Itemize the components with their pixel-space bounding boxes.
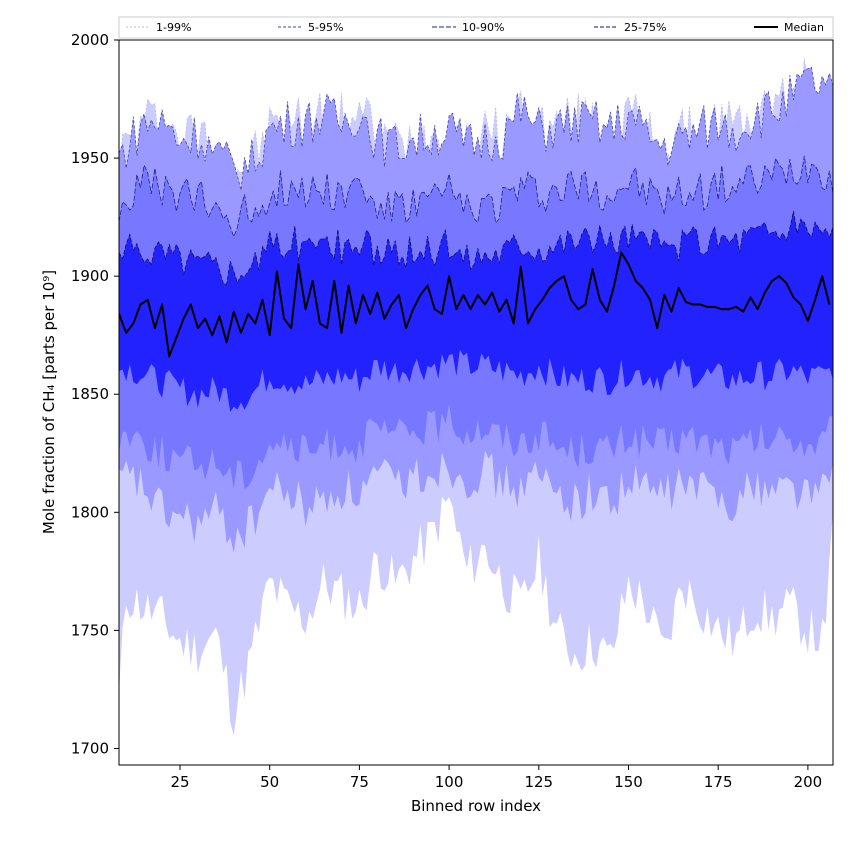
legend-label: 25-75%: [624, 21, 666, 34]
y-tick-label: 1700: [71, 739, 109, 757]
x-axis-label: Binned row index: [411, 797, 541, 815]
band-5-95%-upper-edge: [119, 66, 833, 191]
legend-frame: [118, 16, 834, 39]
x-tick-label: 75: [350, 773, 369, 791]
x-axis: 25 50 75 100 125 150 175 200: [170, 765, 822, 791]
x-tick-label: 175: [704, 773, 733, 791]
legend-label: Median: [784, 21, 824, 34]
band-25-75%-upper-edge: [119, 210, 833, 285]
band-25-75%-area: [119, 210, 833, 412]
band-10-90%-upper-edge: [119, 155, 833, 238]
x-tick-label: 100: [435, 773, 464, 791]
x-tick-label: 25: [170, 773, 189, 791]
plot-frame: [118, 39, 834, 766]
y-tick-label: 1850: [71, 385, 109, 403]
y-tick-label: 1750: [71, 621, 109, 639]
legend-label: 1-99%: [156, 21, 191, 34]
legend-label: 10-90%: [462, 21, 504, 34]
percentile-bands: [119, 58, 833, 736]
y-tick-label: 1900: [71, 267, 109, 285]
y-axis-label: Mole fraction of CH₄ [parts per 10⁹]: [40, 270, 58, 534]
x-tick-label: 200: [794, 773, 823, 791]
y-tick-label: 1950: [71, 149, 109, 167]
legend: 1-99% 5-95% 10-90% 25-75% Median: [118, 16, 834, 39]
median-line: [119, 251, 831, 358]
legend-label: 5-95%: [308, 21, 343, 34]
x-tick-label: 50: [260, 773, 279, 791]
median-line-group: [119, 251, 831, 358]
x-tick-label: 125: [524, 773, 553, 791]
y-tick-label: 1800: [71, 503, 109, 521]
x-tick-label: 150: [614, 773, 643, 791]
y-axis: 1700 1750 1800 1850 1900 1950 2000: [71, 31, 119, 757]
y-tick-label: 2000: [71, 31, 109, 49]
